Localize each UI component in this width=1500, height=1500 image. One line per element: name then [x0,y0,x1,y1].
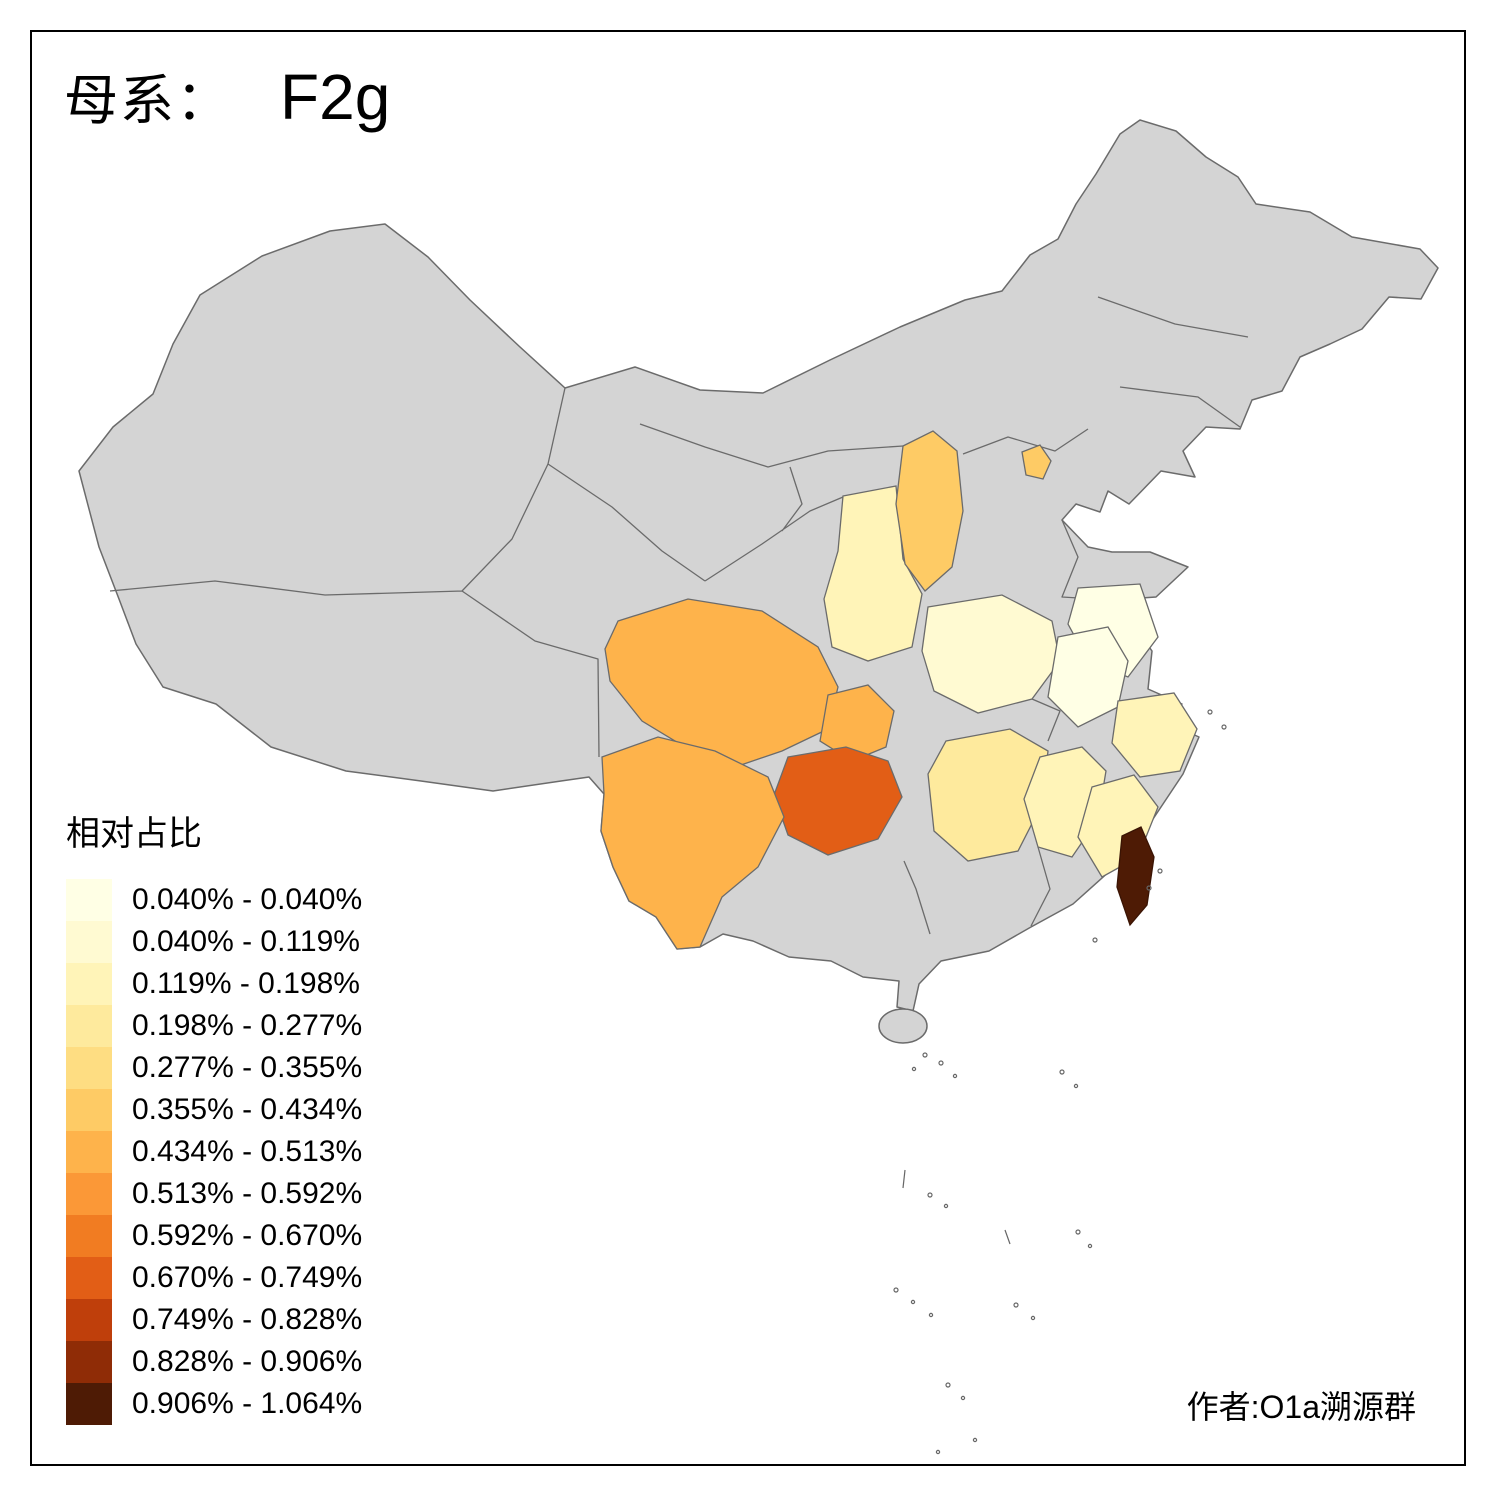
province-hunan [927,728,1049,862]
legend-label: 0.040% - 0.040% [132,883,363,916]
legend-row: 0.355% - 0.434% [66,1089,362,1131]
legend-row: 0.040% - 0.040% [66,879,362,921]
legend-swatch [66,1005,112,1047]
page-title: 母系： F2g [64,56,390,135]
legend-label: 0.828% - 0.906% [132,1345,363,1378]
legend-swatch [66,1173,112,1215]
legend-row: 0.119% - 0.198% [66,963,362,1005]
legend: 相对占比 0.040% - 0.040% 0.040% - 0.119% 0.1… [66,806,362,1425]
legend-row: 0.670% - 0.749% [66,1257,362,1299]
province-taiwan [1116,826,1155,927]
plot-frame [30,30,1466,1466]
legend-label: 0.670% - 0.749% [132,1261,363,1294]
legend-row: 0.040% - 0.119% [66,921,362,963]
province-sichuan [604,598,839,768]
legend-row: 0.277% - 0.355% [66,1047,362,1089]
legend-swatch [66,1383,112,1425]
sea-islands [893,709,1227,1455]
legend-swatch [66,1215,112,1257]
province-hainan [878,1008,928,1044]
province-borders [109,296,1249,935]
province-henan [921,594,1061,714]
legend-label: 0.040% - 0.119% [132,925,360,958]
legend-label: 0.277% - 0.355% [132,1051,363,1084]
legend-swatch [66,963,112,1005]
province-chongqing [819,684,895,762]
legend-row: 0.434% - 0.513% [66,1131,362,1173]
legend-row: 0.749% - 0.828% [66,1299,362,1341]
legend-label: 0.906% - 1.064% [132,1387,363,1420]
legend-row: 0.198% - 0.277% [66,1005,362,1047]
legend-swatch [66,1131,112,1173]
legend-swatch [66,921,112,963]
legend-label: 0.119% - 0.198% [132,967,360,1000]
title-prefix: 母系： [64,71,232,131]
province-zhejiang [1111,692,1198,778]
legend-swatch [66,1341,112,1383]
legend-row: 0.592% - 0.670% [66,1215,362,1257]
legend-swatch [66,879,112,921]
legend-row: 0.906% - 1.064% [66,1383,362,1425]
province-shanxi [895,430,964,592]
legend-row: 0.513% - 0.592% [66,1173,362,1215]
legend-label: 0.434% - 0.513% [132,1135,363,1168]
legend-label: 0.513% - 0.592% [132,1177,363,1210]
legend-label: 0.749% - 0.828% [132,1303,363,1336]
legend-label: 0.592% - 0.670% [132,1219,363,1252]
legend-swatch [66,1299,112,1341]
legend-label: 0.355% - 0.434% [132,1093,363,1126]
legend-swatch [66,1047,112,1089]
legend-label: 0.198% - 0.277% [132,1009,363,1042]
legend-row: 0.828% - 0.906% [66,1341,362,1383]
attribution: 作者:O1a溯源群 [1186,1389,1416,1425]
title-haplogroup: F2g [280,61,391,133]
province-yunnan [600,736,785,950]
legend-title: 相对占比 [66,815,202,853]
legend-swatch [66,1257,112,1299]
legend-swatch [66,1089,112,1131]
province-beijing [1021,444,1052,480]
